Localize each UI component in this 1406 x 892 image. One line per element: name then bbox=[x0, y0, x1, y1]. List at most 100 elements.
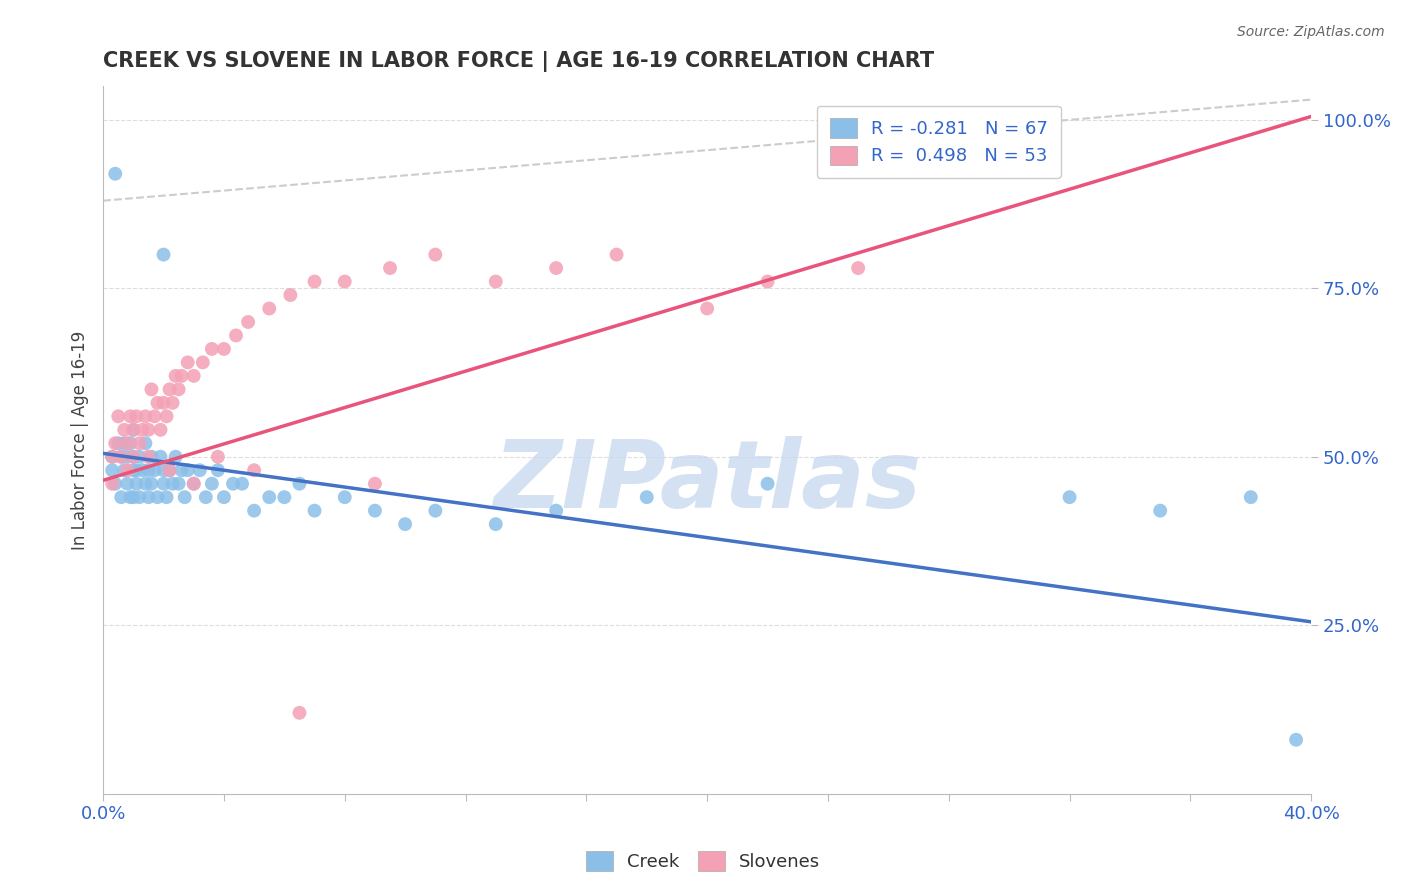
Legend: R = -0.281   N = 67, R =  0.498   N = 53: R = -0.281 N = 67, R = 0.498 N = 53 bbox=[817, 106, 1060, 178]
Point bbox=[162, 396, 184, 410]
Point bbox=[107, 409, 129, 424]
Point bbox=[212, 342, 235, 356]
Point bbox=[120, 436, 142, 450]
Point bbox=[170, 463, 193, 477]
Point bbox=[485, 275, 508, 289]
Point bbox=[117, 450, 139, 464]
Point bbox=[288, 476, 311, 491]
Point bbox=[846, 261, 869, 276]
Point bbox=[101, 450, 124, 464]
Point bbox=[141, 476, 163, 491]
Point bbox=[152, 463, 174, 477]
Point bbox=[378, 261, 401, 276]
Point bbox=[1285, 732, 1308, 747]
Point bbox=[141, 450, 163, 464]
Point bbox=[122, 463, 145, 477]
Point bbox=[696, 301, 718, 316]
Point bbox=[225, 328, 247, 343]
Point bbox=[112, 423, 135, 437]
Point bbox=[257, 490, 280, 504]
Point bbox=[122, 450, 145, 464]
Point bbox=[173, 490, 195, 504]
Point bbox=[122, 450, 145, 464]
Point bbox=[222, 476, 245, 491]
Point bbox=[280, 288, 302, 302]
Point bbox=[134, 436, 156, 450]
Point bbox=[159, 463, 181, 477]
Point bbox=[149, 450, 172, 464]
Text: Source: ZipAtlas.com: Source: ZipAtlas.com bbox=[1237, 25, 1385, 39]
Point bbox=[125, 476, 148, 491]
Point bbox=[128, 450, 150, 464]
Point bbox=[333, 490, 356, 504]
Point bbox=[1149, 503, 1171, 517]
Point bbox=[231, 476, 253, 491]
Point bbox=[333, 275, 356, 289]
Point bbox=[162, 476, 184, 491]
Point bbox=[425, 503, 447, 517]
Point bbox=[243, 503, 266, 517]
Point bbox=[207, 463, 229, 477]
Text: ZIPatlas: ZIPatlas bbox=[494, 436, 921, 528]
Point bbox=[155, 490, 177, 504]
Point bbox=[188, 463, 211, 477]
Point bbox=[122, 423, 145, 437]
Point bbox=[152, 396, 174, 410]
Point bbox=[138, 423, 160, 437]
Text: CREEK VS SLOVENE IN LABOR FORCE | AGE 16-19 CORRELATION CHART: CREEK VS SLOVENE IN LABOR FORCE | AGE 16… bbox=[103, 51, 934, 71]
Point bbox=[110, 450, 132, 464]
Point bbox=[146, 490, 169, 504]
Point bbox=[152, 247, 174, 261]
Point bbox=[167, 476, 190, 491]
Point bbox=[304, 503, 326, 517]
Point bbox=[112, 463, 135, 477]
Point bbox=[155, 409, 177, 424]
Point bbox=[159, 383, 181, 397]
Point bbox=[425, 247, 447, 261]
Point bbox=[128, 436, 150, 450]
Point bbox=[101, 463, 124, 477]
Y-axis label: In Labor Force | Age 16-19: In Labor Force | Age 16-19 bbox=[72, 330, 89, 549]
Point bbox=[606, 247, 628, 261]
Point bbox=[194, 490, 217, 504]
Point bbox=[104, 476, 127, 491]
Point bbox=[122, 423, 145, 437]
Point bbox=[756, 476, 779, 491]
Point bbox=[120, 490, 142, 504]
Point bbox=[110, 450, 132, 464]
Point bbox=[104, 436, 127, 450]
Point bbox=[134, 476, 156, 491]
Point bbox=[125, 463, 148, 477]
Point bbox=[257, 301, 280, 316]
Point bbox=[128, 490, 150, 504]
Point bbox=[138, 450, 160, 464]
Legend: Creek, Slovenes: Creek, Slovenes bbox=[578, 844, 828, 879]
Point bbox=[183, 476, 205, 491]
Point bbox=[101, 450, 124, 464]
Point bbox=[120, 409, 142, 424]
Point bbox=[364, 503, 387, 517]
Point bbox=[191, 355, 214, 369]
Point bbox=[212, 490, 235, 504]
Point bbox=[176, 355, 198, 369]
Point bbox=[110, 490, 132, 504]
Point bbox=[394, 517, 416, 532]
Point bbox=[117, 476, 139, 491]
Point bbox=[1240, 490, 1263, 504]
Point bbox=[201, 476, 224, 491]
Point bbox=[201, 342, 224, 356]
Point bbox=[125, 409, 148, 424]
Point bbox=[1059, 490, 1081, 504]
Point bbox=[236, 315, 259, 329]
Point bbox=[141, 383, 163, 397]
Point bbox=[243, 463, 266, 477]
Point bbox=[167, 383, 190, 397]
Point bbox=[131, 423, 153, 437]
Point bbox=[138, 490, 160, 504]
Point bbox=[756, 275, 779, 289]
Point bbox=[288, 706, 311, 720]
Point bbox=[122, 490, 145, 504]
Point bbox=[104, 167, 127, 181]
Point bbox=[107, 436, 129, 450]
Point bbox=[183, 368, 205, 383]
